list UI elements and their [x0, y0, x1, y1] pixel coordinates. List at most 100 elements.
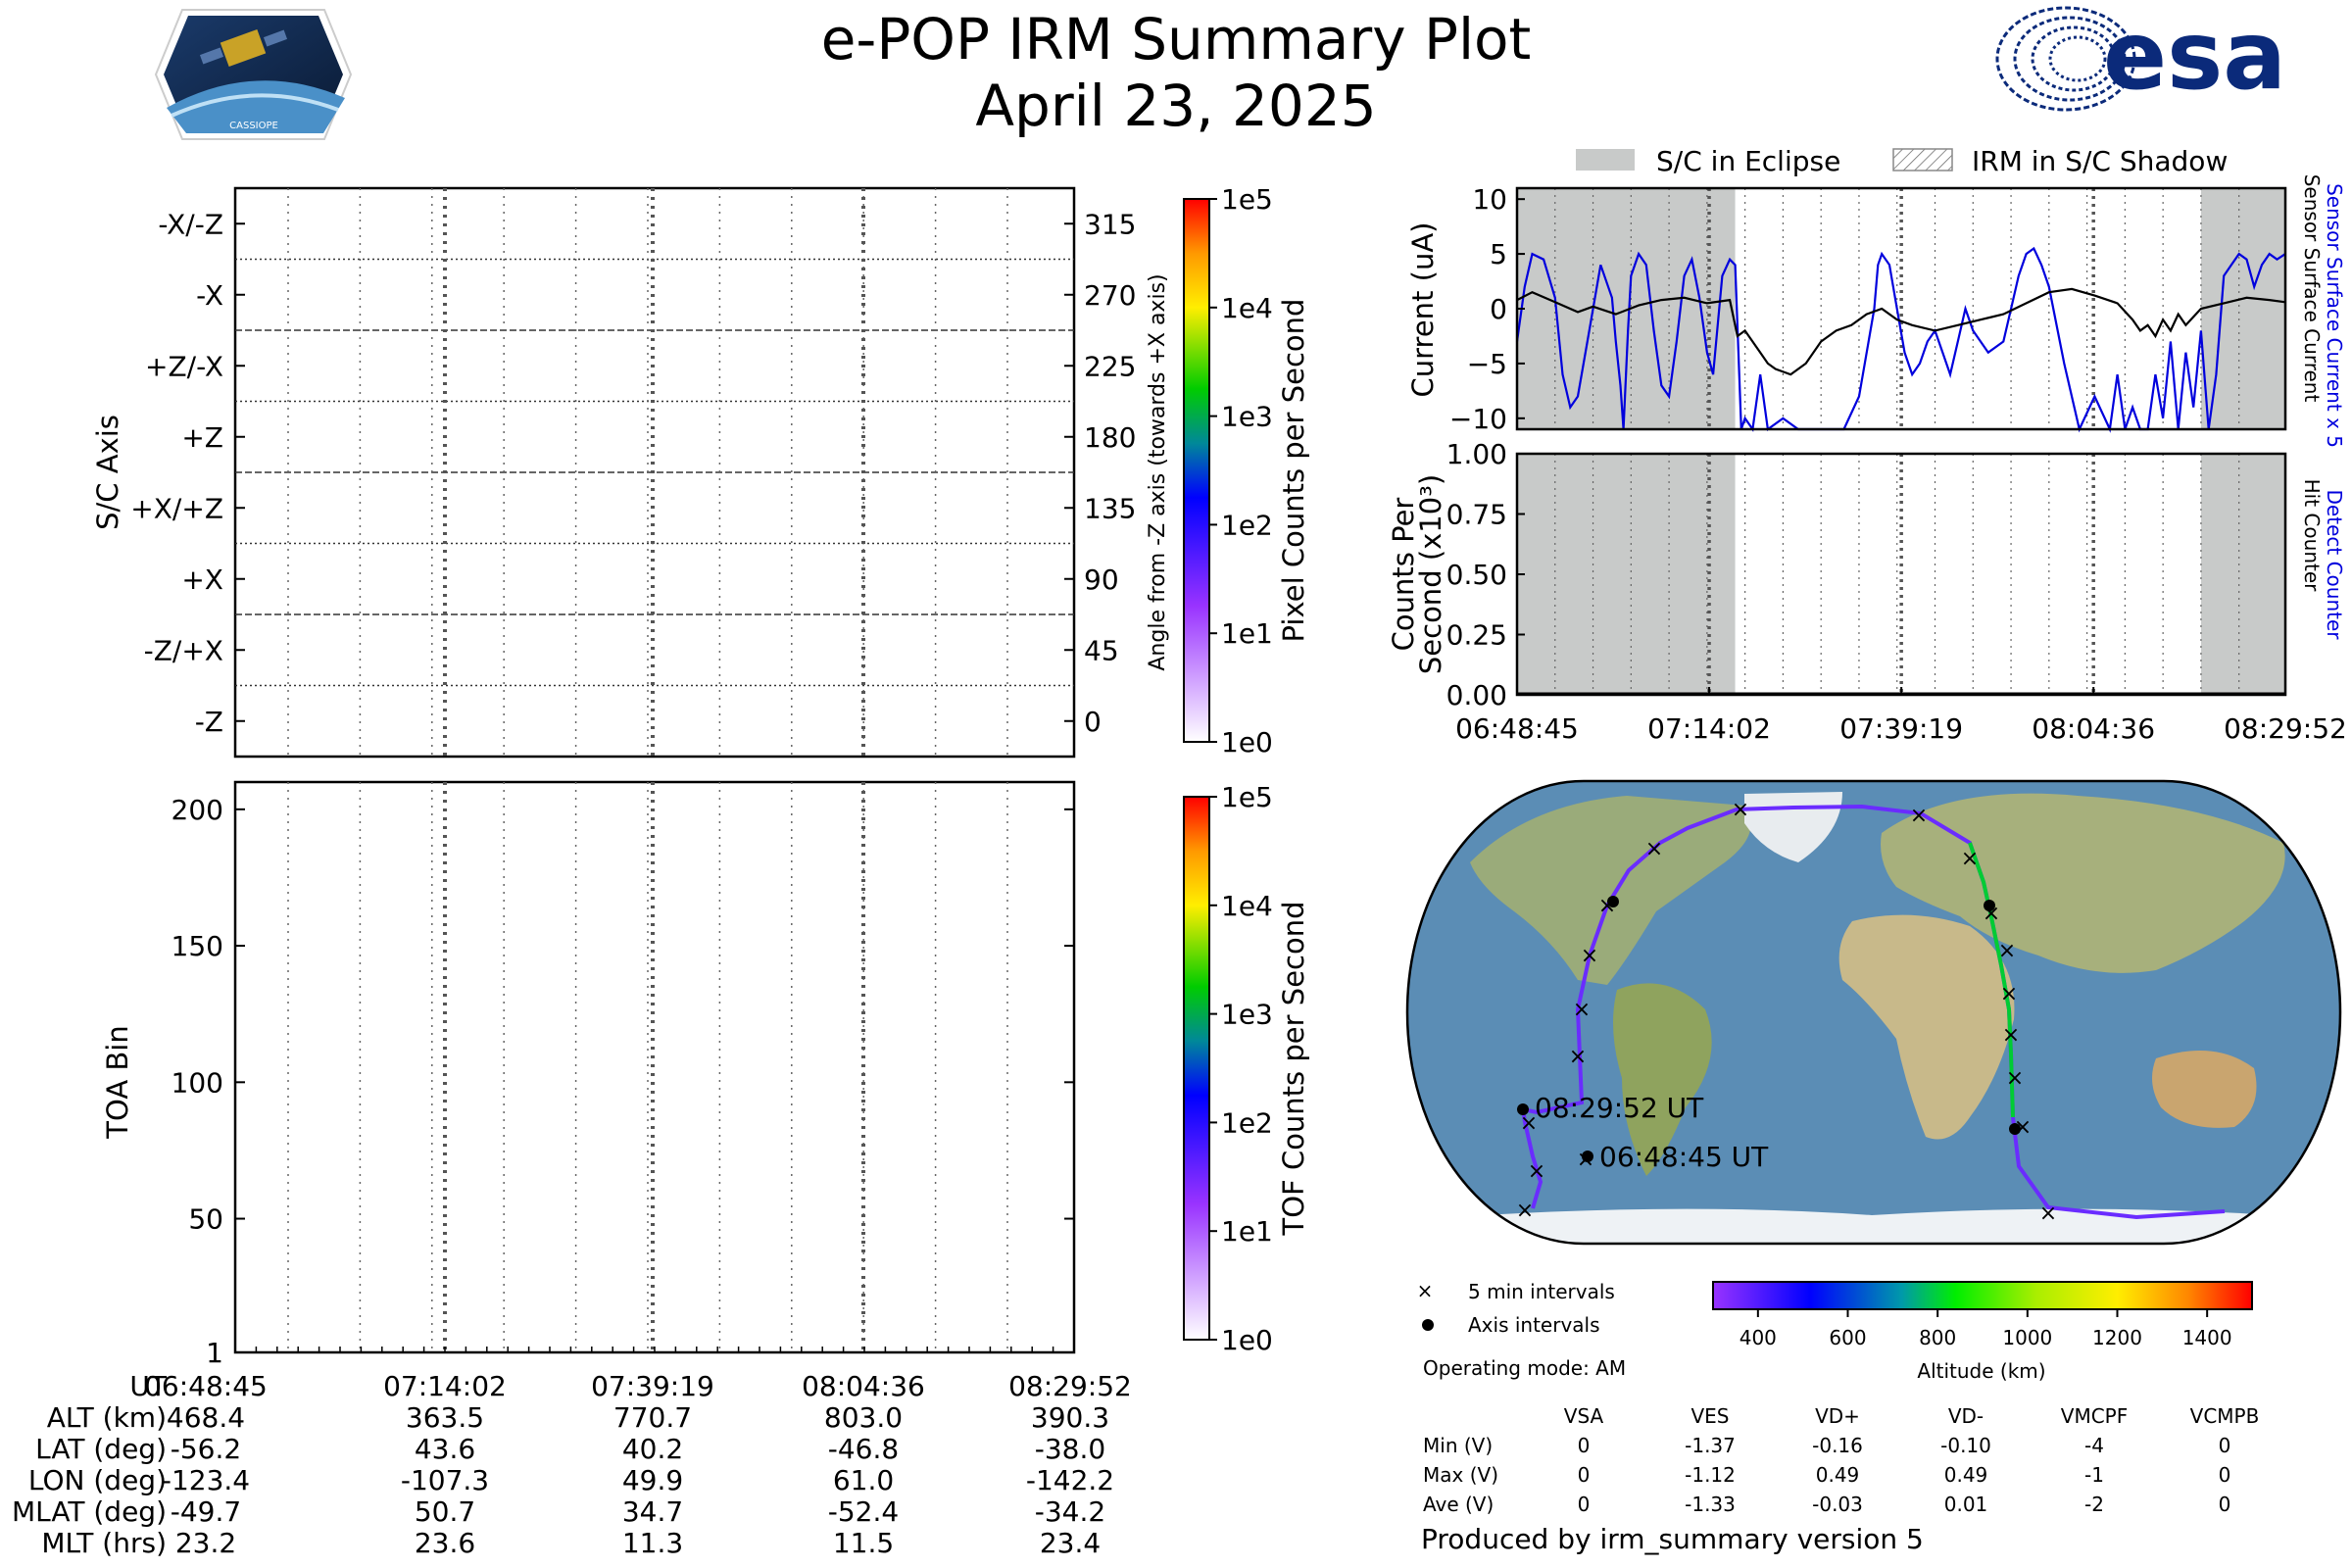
voltage-row-label: Ave (V)	[1423, 1493, 1494, 1516]
footer-text: Produced by irm_summary version 5	[1421, 1523, 1924, 1555]
toa-heatmap-panel: 200 150 100 50 1 TOA Bin	[101, 780, 1076, 1369]
start-time-label: 06:48:45 UT	[1599, 1141, 1769, 1173]
voltage-column-header: VD-	[1948, 1404, 1984, 1428]
toa-tick-label: 50	[188, 1203, 223, 1236]
operating-mode: Operating mode: AM	[1423, 1356, 1626, 1380]
axis-heatmap-panel: -X/-Z 315 -X 270 +Z/-X 225 +Z 180 +X/+Z 135 +X 90 -Z…	[91, 186, 1170, 759]
orbit-cell: 50.7	[415, 1495, 475, 1528]
eclipse-legend-label: S/C in Eclipse	[1656, 145, 1840, 177]
voltage-cell: 0	[1578, 1434, 1591, 1457]
tof-colorbar-tick-label: 1e5	[1221, 781, 1273, 813]
orbit-cell: 06:48:45	[144, 1370, 268, 1402]
angle-tick-label: 270	[1084, 279, 1136, 312]
orbit-cell: 390.3	[1031, 1401, 1109, 1434]
axis-interval-marker	[1984, 900, 1995, 911]
five-min-marker: ×	[1998, 939, 2016, 963]
counts-ylabel-line1: Counts Per	[1387, 498, 1420, 652]
current-panel: 10 5 0 −5 −10 Current (uA) Sensor Surface Cu…	[1406, 174, 2346, 448]
orbit-cell: 07:14:02	[383, 1370, 507, 1402]
pixel-colorbar-label: Pixel Counts per Second	[1277, 299, 1310, 643]
toa-tick-label: 150	[172, 930, 223, 962]
ground-track-high-altitude	[1968, 842, 2015, 1118]
counts-ytick-label: 0.50	[1446, 559, 1507, 591]
orbit-cell: -107.3	[401, 1464, 489, 1496]
voltage-cell: 0	[2219, 1434, 2231, 1457]
pixel-colorbar-tick-label: 1e1	[1221, 617, 1273, 650]
altitude-tick-label: 600	[1829, 1326, 1866, 1349]
orbit-cell: 363.5	[406, 1401, 484, 1434]
pixel-colorbar-tick-label: 1e5	[1221, 183, 1273, 216]
africa	[1838, 914, 2015, 1140]
current-right-label-blue: Sensor Surface Current x 5	[2323, 183, 2346, 448]
figure-title: e-POP IRM Summary Plot	[821, 6, 1532, 73]
orbit-cell: 23.2	[175, 1527, 236, 1559]
toa-heatmap-ylabel: TOA Bin	[101, 1025, 134, 1139]
tof-colorbar-tick-label: 1e2	[1221, 1106, 1273, 1139]
voltage-column-header: VSA	[1564, 1404, 1604, 1428]
voltage-cell: -1.12	[1685, 1463, 1736, 1487]
axis-label: -Z/+X	[144, 634, 223, 666]
counts-eclipse-shading	[1517, 454, 2285, 695]
five-min-marker: ×	[1645, 837, 1663, 861]
voltage-cell: -4	[2084, 1434, 2104, 1457]
eclipse-interval	[1517, 454, 1736, 695]
voltage-cell: -2	[2084, 1493, 2104, 1516]
counts-right-label-blue: Detect Counter	[2323, 490, 2346, 641]
esa-logo: esa	[1995, 1, 2286, 112]
orbit-cell: 43.6	[415, 1433, 475, 1465]
orbit-cell: -46.8	[828, 1433, 899, 1465]
south-america	[1613, 983, 1712, 1176]
figure-date: April 23, 2025	[975, 73, 1376, 139]
altitude-colorbar-label: Altitude (km)	[1917, 1359, 2045, 1383]
orbit-cell: 40.2	[622, 1433, 683, 1465]
tof-colorbar-label: TOF Counts per Second	[1277, 901, 1310, 1236]
axis-heatmap-axis-labels: -X/-Z 315 -X 270 +Z/-X 225 +Z 180 +X/+Z 135 +X 90 -Z…	[130, 208, 1136, 738]
five-min-marker: ×	[2000, 982, 2018, 1006]
orbit-cell: 61.0	[833, 1464, 894, 1496]
orbit-cell: 08:04:36	[802, 1370, 925, 1402]
voltage-cell: -1.33	[1685, 1493, 1736, 1516]
current-ytick-label: 0	[1490, 293, 1507, 325]
voltage-row-label: Max (V)	[1423, 1463, 1498, 1487]
orbit-cell: -142.2	[1026, 1464, 1114, 1496]
orbit-row-label: MLT (hrs)	[41, 1527, 167, 1559]
counts-ylabel-line2: Second (x10³)	[1414, 474, 1447, 674]
shadow-swatch	[1892, 148, 1953, 172]
pixel-colorbar-ticks: 1e5 1e4 1e3 1e2 1e1 1e0	[1209, 183, 1273, 759]
voltage-cell: -1.37	[1685, 1434, 1736, 1457]
voltage-cell: 0	[1578, 1493, 1591, 1516]
orbit-row-label: MLAT (deg)	[12, 1495, 167, 1528]
orbit-cell: -49.7	[171, 1495, 241, 1528]
five-min-marker: ×	[1516, 1199, 1534, 1223]
counts-right-label-black: Hit Counter	[2300, 479, 2324, 592]
counts-xtick-label: 07:39:19	[1839, 712, 1963, 745]
orbit-cell: 08:29:52	[1008, 1370, 1132, 1402]
angle-tick-label: 315	[1084, 208, 1136, 240]
orbit-row-label: LON (deg)	[28, 1464, 167, 1496]
cassiope-logo-text: CASSIOPE	[229, 121, 278, 131]
five-min-marker: ×	[1573, 998, 1591, 1022]
voltage-cell: -0.10	[1940, 1434, 1991, 1457]
orbit-cell: 23.4	[1040, 1527, 1101, 1559]
altitude-colorbar-ticks: 400 600 800 1000 1200 1400	[1740, 1309, 2232, 1349]
altitude-tick-label: 1400	[2182, 1326, 2232, 1349]
counts-xtick-label: 07:14:02	[1647, 712, 1771, 745]
altitude-tick-label: 1200	[2092, 1326, 2142, 1349]
five-min-legend-label: 5 min intervals	[1468, 1280, 1615, 1303]
five-min-marker: ×	[1910, 804, 1928, 828]
ground-track-map: ××××××××××××××××××× 08:29:52 UT 06:48:45…	[1405, 779, 2342, 1246]
angle-tick-label: 180	[1084, 421, 1136, 454]
current-yticks: 10 5 0 −5 −10	[1449, 183, 1525, 435]
voltage-row-label: Min (V)	[1423, 1434, 1493, 1457]
orbit-row-label: UT	[129, 1370, 167, 1402]
axis-label: +X/+Z	[130, 492, 223, 524]
current-ytick-label: −5	[1467, 348, 1507, 380]
orbit-row-label: LAT (deg)	[35, 1433, 167, 1465]
angle-tick-label: 90	[1084, 564, 1119, 596]
angle-tick-label: 0	[1084, 706, 1102, 738]
map-legend: × 5 min intervals Axis intervals Operati…	[1417, 1279, 1626, 1380]
voltage-cell: 0.01	[1944, 1493, 1988, 1516]
shadow-legend-label: IRM in S/C Shadow	[1972, 145, 2228, 177]
